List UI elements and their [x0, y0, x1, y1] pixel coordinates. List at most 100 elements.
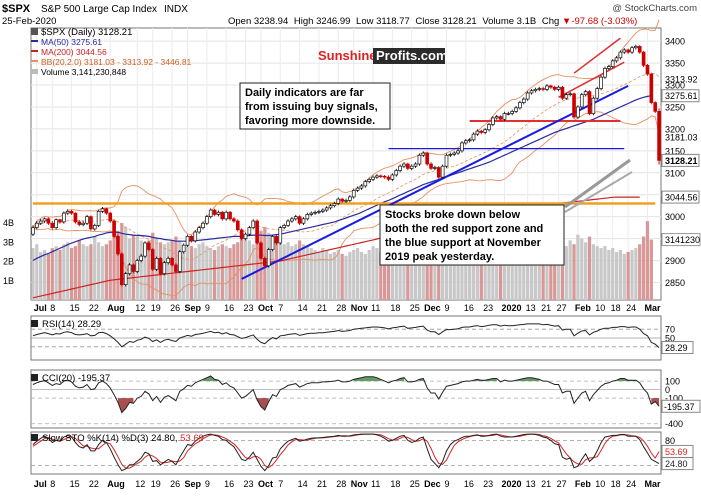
volume-bar [35, 244, 39, 300]
date-tick-label: Aug [107, 479, 125, 489]
cci-tick-label: 100 [665, 377, 680, 387]
candle [382, 174, 387, 179]
candle [309, 211, 314, 217]
volume-bar [587, 236, 592, 300]
cci-oversold-fill [651, 398, 660, 407]
candle [452, 151, 457, 157]
low-label: Low [356, 16, 374, 27]
volume-bar [390, 244, 395, 300]
candle-body [81, 222, 85, 225]
candle [533, 87, 538, 93]
volume-bar [193, 248, 197, 300]
cci-tag-box [661, 399, 701, 413]
candle [475, 129, 480, 136]
candle-body [290, 218, 294, 222]
date-tick-label: 23 [244, 303, 254, 313]
volume-bar [437, 238, 441, 300]
candle-body [351, 189, 356, 198]
candle [467, 138, 472, 143]
candle [413, 162, 418, 168]
volume-tick-label: 2B [3, 257, 14, 267]
candle-body [626, 49, 630, 53]
rsi-legend: RSI(14) 28.29 [42, 319, 101, 330]
candle-body [89, 216, 93, 230]
volume-bar [506, 263, 510, 300]
sunshine-profits-logo: Sunshine Profits.com [318, 48, 448, 64]
candle-body [224, 211, 229, 220]
volume-bar [62, 244, 66, 300]
candle [409, 164, 414, 171]
candle-body [62, 212, 66, 223]
date-tick-label: 19 [151, 479, 161, 489]
candle-body [197, 227, 201, 233]
candle [270, 234, 275, 252]
volume-bar [591, 244, 595, 300]
candle [610, 59, 615, 69]
volume-bar [39, 251, 43, 300]
candle [313, 210, 317, 215]
cci-tick-label: 0 [665, 385, 670, 395]
candle-body [185, 236, 190, 246]
annotation-arrow-1 [564, 158, 631, 209]
stoch-tag-box [661, 457, 694, 471]
candle-body [170, 257, 174, 266]
volume-bar [448, 244, 452, 300]
volume-bar [97, 242, 101, 300]
candle-body [483, 129, 487, 133]
candle [150, 248, 155, 272]
candle-body [305, 214, 310, 220]
volume-bar [104, 244, 108, 300]
candle-body [610, 60, 615, 67]
support-levels [32, 37, 656, 280]
volume-bar [352, 250, 356, 300]
date-tick-label: Dec [424, 479, 441, 489]
date-tick-label: 10 [595, 303, 605, 313]
price-legend: $SPX (Daily) 3128.21 MA(50) 3275.61 MA(2… [31, 27, 192, 77]
volume-bar [518, 248, 522, 300]
volume-value: 3.1B [517, 16, 537, 27]
candle-body [228, 211, 232, 220]
candle-body [425, 152, 429, 165]
candle-body [344, 200, 348, 202]
candle-body [510, 111, 515, 114]
candle [649, 72, 654, 105]
legend-price: $SPX (Daily) 3128.21 [41, 27, 132, 38]
volume-tick-label: 1B [3, 276, 14, 286]
bollinger-bands [32, 19, 660, 297]
candle-body [58, 219, 62, 223]
candle-body [255, 220, 259, 244]
candle-body [232, 218, 236, 222]
candle-body [463, 140, 468, 144]
candle [576, 105, 580, 119]
volume-bar [139, 240, 143, 300]
candle [564, 92, 569, 100]
candle-body [603, 68, 607, 78]
candle [448, 152, 453, 157]
volume-bar [383, 253, 387, 300]
volume-bar [595, 246, 599, 300]
volume-bar [224, 246, 228, 300]
exchange-label: INDX [164, 4, 188, 15]
candle-body [355, 187, 360, 191]
candle [208, 208, 213, 219]
candle-body [177, 251, 182, 272]
date-tick-label: 25 [410, 479, 420, 489]
price-tick-label: 3100 [665, 168, 685, 178]
price-tag: 3181.03 [665, 133, 698, 143]
candle-body [645, 64, 650, 75]
volume-bar [321, 248, 325, 300]
candle-body [208, 209, 213, 217]
candle [166, 256, 171, 265]
volume-bar [270, 240, 275, 300]
date-tick-label: 9 [444, 303, 449, 313]
date-tick-label: 23 [483, 303, 493, 313]
candle [502, 111, 507, 122]
candle [143, 241, 147, 258]
volume-bar [313, 250, 317, 300]
candle-body [398, 165, 402, 171]
candle [174, 263, 178, 274]
cci-legend-swatch [31, 374, 38, 381]
candle [351, 188, 356, 199]
